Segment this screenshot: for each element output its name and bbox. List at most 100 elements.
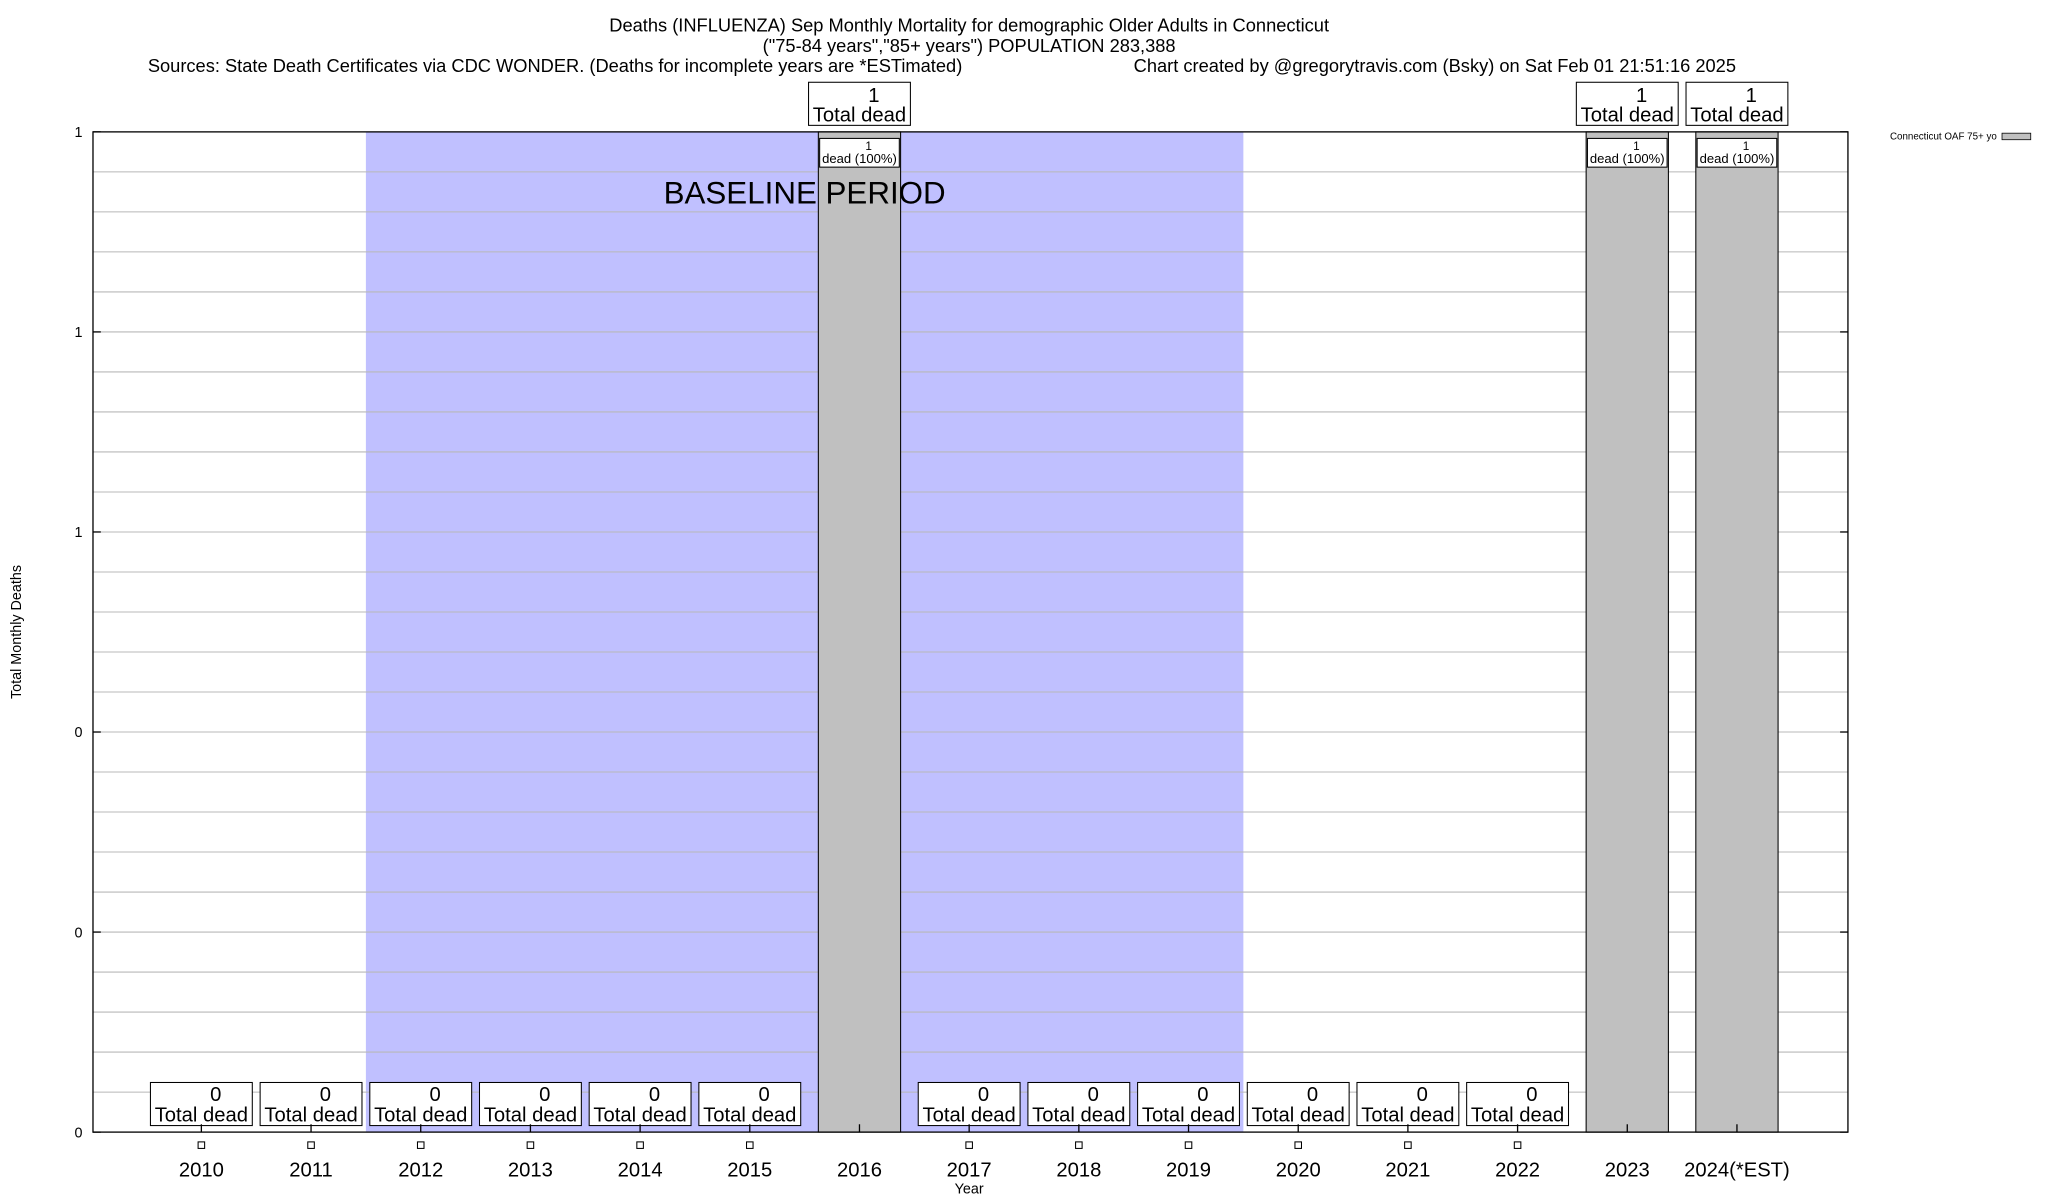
- bar-label-box: [819, 137, 900, 168]
- total-label-text: Total dead: [923, 1105, 1016, 1127]
- zero-point-marker: [197, 1141, 206, 1149]
- zero-point-marker: [1404, 1141, 1412, 1149]
- total-label-value: 0: [759, 1084, 770, 1106]
- x-tick-label: 2016: [837, 1159, 882, 1181]
- total-label-value: 0: [1417, 1084, 1428, 1106]
- baseline-period-shading: [365, 131, 1244, 1133]
- x-tick-label: 2018: [1056, 1159, 1101, 1181]
- total-label-text: Total dead: [813, 104, 906, 126]
- y-tick-label: 1: [75, 125, 83, 141]
- zero-point-marker: [1075, 1141, 1083, 1149]
- zero-point-marker: [636, 1141, 644, 1149]
- total-label-box: [1685, 81, 1789, 126]
- total-label-text: Total dead: [593, 1105, 686, 1127]
- total-label-value: 0: [210, 1084, 221, 1106]
- y-tick-label: 1: [75, 525, 83, 541]
- total-label-value: 0: [1197, 1084, 1208, 1106]
- chart-subtitle: ("75-84 years","85+ years") POPULATION 2…: [763, 35, 1176, 56]
- y-axis-label: Total Monthly Deaths: [9, 565, 25, 699]
- total-label-value: 0: [320, 1084, 331, 1106]
- chart-credit: Chart created by @gregorytravis.com (Bsk…: [1134, 55, 1736, 76]
- x-tick-label: 2023: [1605, 1159, 1650, 1181]
- plot-frame: [92, 131, 1849, 1133]
- x-tick-label: 2014: [618, 1159, 663, 1181]
- x-tick-label: 2015: [727, 1159, 772, 1181]
- x-tick-label: 2019: [1166, 1159, 1211, 1181]
- total-label-value: 0: [978, 1084, 989, 1106]
- y-tick-label: 0: [75, 725, 83, 741]
- total-label-value: 0: [649, 1084, 660, 1106]
- total-label-value: 0: [1526, 1084, 1537, 1106]
- total-label-box: [369, 1081, 473, 1127]
- bar: [817, 131, 902, 1133]
- bar-label-text: dead (100%): [822, 151, 897, 166]
- x-tick-label: 2020: [1276, 1159, 1321, 1181]
- x-tick-label: 2022: [1495, 1159, 1540, 1181]
- zero-point-marker: [307, 1141, 315, 1149]
- total-label-text: Total dead: [264, 1105, 357, 1127]
- total-label-box: [588, 1081, 692, 1127]
- bar: [1585, 131, 1669, 1133]
- total-label-box: [1137, 1081, 1240, 1127]
- y-tick-label: 1: [75, 325, 83, 341]
- total-label-value: 1: [1636, 85, 1647, 107]
- total-label-text: Total dead: [1032, 1105, 1125, 1127]
- x-tick-label: 2021: [1385, 1159, 1430, 1181]
- total-label-box: [1246, 1081, 1350, 1127]
- bar-label-value: 1: [1633, 140, 1640, 153]
- legend-swatch: [2001, 132, 2032, 141]
- bar-label-value: 1: [865, 140, 872, 153]
- total-label-text: Total dead: [1361, 1105, 1454, 1127]
- bar-label-text: dead (100%): [1590, 151, 1665, 166]
- zero-point-marker: [1294, 1141, 1302, 1149]
- bar-label-value: 1: [1743, 140, 1750, 153]
- total-label-box: [808, 81, 911, 126]
- x-tick-label: 2013: [508, 1159, 553, 1181]
- zero-point-marker: [746, 1141, 754, 1149]
- total-label-box: [1466, 1081, 1570, 1127]
- x-tick-label: 2012: [398, 1159, 443, 1181]
- total-label-box: [1575, 81, 1679, 126]
- chart-title: Deaths (INFLUENZA) Sep Monthly Mortality…: [609, 14, 1329, 35]
- annotation-baseline-period: BASELINE PERIOD: [664, 176, 946, 211]
- total-label-text: Total dead: [374, 1105, 467, 1127]
- total-label-text: Total dead: [1142, 1105, 1235, 1127]
- zero-point-marker: [965, 1141, 973, 1149]
- bar-label-box: [1696, 137, 1778, 168]
- total-label-text: Total dead: [703, 1105, 796, 1127]
- zero-point-marker: [1184, 1141, 1193, 1149]
- total-label-value: 0: [539, 1084, 550, 1106]
- bar-label-box: [1586, 137, 1668, 168]
- total-label-text: Total dead: [1581, 104, 1674, 126]
- y-tick-label: 0: [75, 1125, 83, 1141]
- total-label-box: [259, 1081, 363, 1127]
- chart-sources: Sources: State Death Certificates via CD…: [148, 55, 962, 76]
- legend-label: Connecticut OAF 75+ yo: [1890, 132, 1997, 143]
- x-tick-label: 2024(*EST): [1684, 1159, 1790, 1181]
- x-tick-label: 2011: [289, 1159, 332, 1181]
- total-label-text: Total dead: [484, 1105, 577, 1127]
- bar: [1695, 131, 1779, 1133]
- total-label-box: [1356, 1081, 1460, 1127]
- zero-point-marker: [416, 1141, 425, 1149]
- bar-label-text: dead (100%): [1700, 151, 1775, 166]
- total-label-box: [478, 1081, 582, 1127]
- total-label-text: Total dead: [1690, 104, 1783, 126]
- total-label-text: Total dead: [155, 1105, 248, 1127]
- zero-point-marker: [526, 1141, 535, 1149]
- total-label-box: [698, 1081, 802, 1127]
- x-axis-label: Year: [955, 1181, 984, 1197]
- y-tick-label: 0: [75, 925, 83, 941]
- zero-point-marker: [1513, 1141, 1522, 1149]
- total-label-value: 0: [1088, 1084, 1099, 1106]
- x-tick-label: 2010: [179, 1159, 224, 1181]
- total-label-text: Total dead: [1252, 1105, 1345, 1127]
- total-label-box: [917, 1081, 1021, 1127]
- total-label-text: Total dead: [1471, 1105, 1564, 1127]
- total-label-box: [1027, 1081, 1131, 1127]
- x-tick-label: 2017: [947, 1159, 992, 1181]
- total-label-value: 0: [1307, 1084, 1318, 1106]
- total-label-box: [149, 1081, 253, 1127]
- total-label-value: 1: [1746, 85, 1757, 107]
